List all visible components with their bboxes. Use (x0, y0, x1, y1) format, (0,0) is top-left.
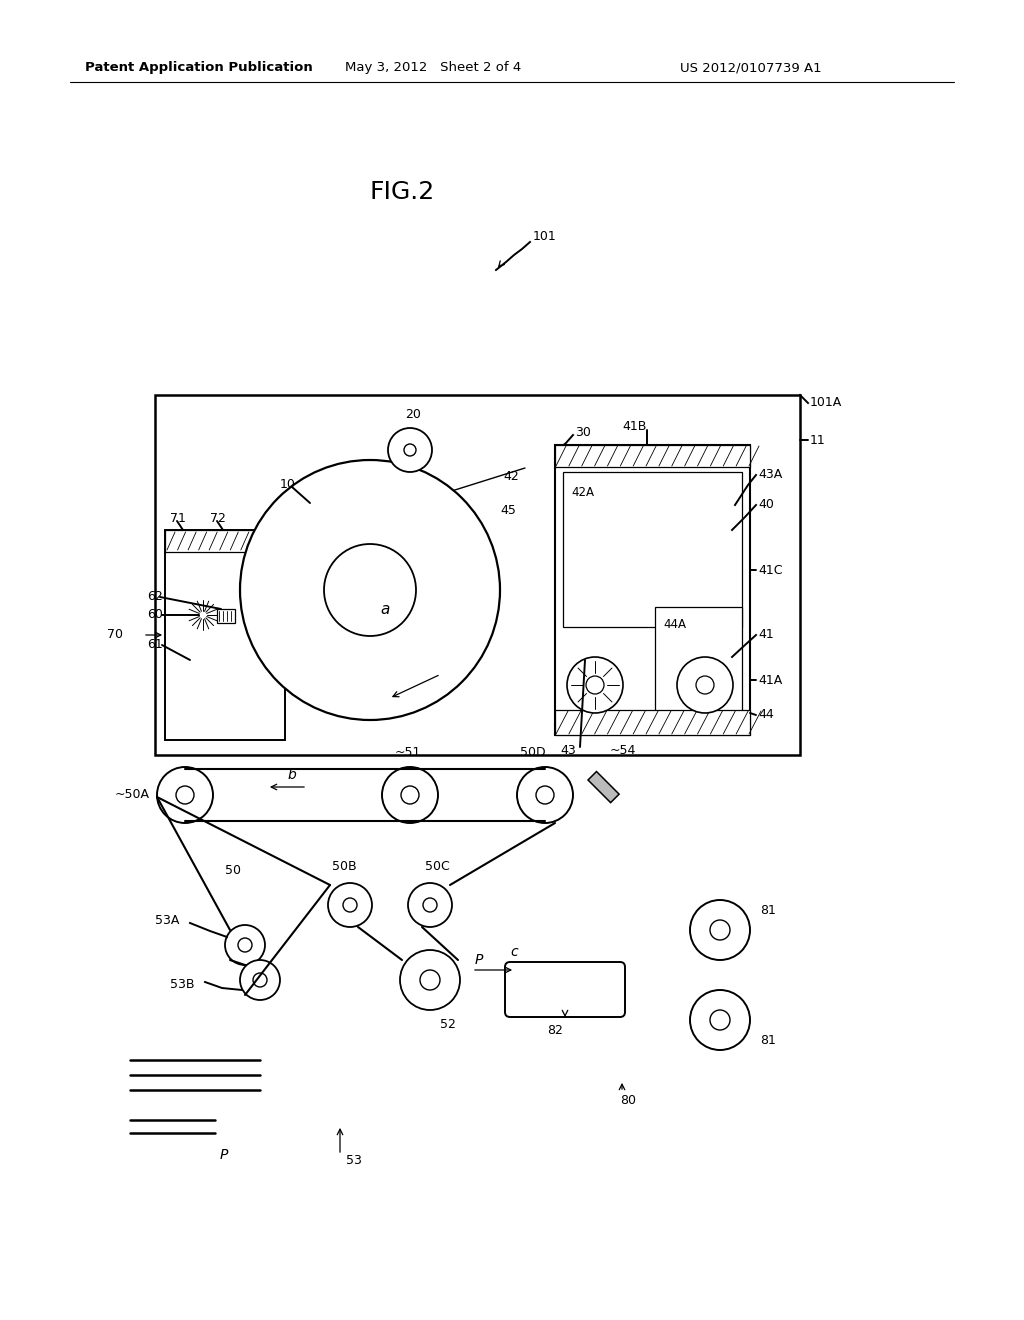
Circle shape (696, 676, 714, 694)
Circle shape (238, 939, 252, 952)
Text: a: a (380, 602, 389, 618)
Text: ~51: ~51 (395, 747, 421, 759)
Text: 53A: 53A (155, 913, 179, 927)
Text: May 3, 2012   Sheet 2 of 4: May 3, 2012 Sheet 2 of 4 (345, 62, 521, 74)
Polygon shape (170, 640, 234, 700)
Text: 42: 42 (503, 470, 519, 483)
Circle shape (343, 898, 357, 912)
Text: 42A: 42A (571, 486, 594, 499)
Text: 43A: 43A (758, 469, 782, 482)
Circle shape (253, 973, 267, 987)
Text: 50C: 50C (425, 861, 450, 874)
Text: ~54: ~54 (610, 743, 636, 756)
Text: 43: 43 (560, 743, 575, 756)
Text: 50: 50 (225, 863, 241, 876)
FancyBboxPatch shape (505, 962, 625, 1016)
Bar (165, 531, 285, 741)
Bar (563, 473, 742, 627)
Text: 81: 81 (760, 903, 776, 916)
Text: 30: 30 (575, 425, 591, 438)
Circle shape (408, 883, 452, 927)
Text: 10: 10 (280, 479, 296, 491)
Circle shape (677, 657, 733, 713)
Text: 101A: 101A (810, 396, 843, 409)
Bar (655, 607, 742, 727)
Text: 52: 52 (440, 1019, 456, 1031)
Circle shape (176, 785, 194, 804)
Text: P: P (475, 953, 483, 968)
Text: c: c (510, 945, 517, 960)
Text: 81: 81 (760, 1034, 776, 1047)
Text: 80: 80 (620, 1093, 636, 1106)
Text: 45: 45 (500, 503, 516, 516)
Circle shape (404, 444, 416, 455)
Text: 41B: 41B (622, 421, 646, 433)
Text: 11: 11 (810, 433, 825, 446)
Circle shape (517, 767, 573, 822)
Bar (555, 710, 750, 735)
Circle shape (240, 960, 280, 1001)
Bar (555, 445, 750, 735)
Circle shape (382, 767, 438, 822)
Text: 53: 53 (346, 1154, 361, 1167)
Circle shape (225, 925, 265, 965)
Text: b: b (287, 768, 296, 781)
Circle shape (423, 898, 437, 912)
Text: 41: 41 (758, 628, 774, 642)
Bar (155, 395, 800, 755)
Circle shape (388, 428, 432, 473)
Bar (165, 531, 285, 552)
Text: 20: 20 (406, 408, 421, 421)
Text: FIG.2: FIG.2 (370, 180, 435, 205)
Text: 60: 60 (147, 609, 163, 622)
Circle shape (400, 950, 460, 1010)
Text: P: P (220, 1148, 228, 1162)
Text: 72: 72 (210, 511, 226, 524)
Circle shape (157, 767, 213, 822)
Circle shape (690, 990, 750, 1049)
Circle shape (536, 785, 554, 804)
Text: US 2012/0107739 A1: US 2012/0107739 A1 (680, 62, 821, 74)
Text: 41C: 41C (758, 564, 782, 577)
Text: 44: 44 (758, 709, 774, 722)
Bar (217, 609, 234, 623)
Text: 44A: 44A (663, 619, 686, 631)
Circle shape (710, 920, 730, 940)
Circle shape (586, 676, 604, 694)
Circle shape (568, 484, 698, 615)
Text: 53B: 53B (170, 978, 195, 991)
Circle shape (567, 657, 623, 713)
Text: ~50A: ~50A (115, 788, 150, 801)
Text: 61: 61 (147, 639, 163, 652)
Text: Patent Application Publication: Patent Application Publication (85, 62, 312, 74)
Circle shape (401, 785, 419, 804)
Circle shape (420, 970, 440, 990)
Text: 41A: 41A (758, 673, 782, 686)
Circle shape (240, 459, 500, 719)
Polygon shape (530, 449, 578, 492)
Text: 50D: 50D (520, 747, 546, 759)
Circle shape (690, 900, 750, 960)
Polygon shape (588, 771, 620, 803)
Text: 82: 82 (547, 1023, 563, 1036)
Text: 40: 40 (758, 499, 774, 511)
Circle shape (710, 1010, 730, 1030)
Circle shape (611, 528, 655, 572)
Text: 70: 70 (106, 628, 123, 642)
Bar (555, 445, 750, 467)
Text: 101: 101 (534, 231, 557, 243)
Text: 62: 62 (147, 590, 163, 603)
Circle shape (328, 883, 372, 927)
Circle shape (324, 544, 416, 636)
Text: 71: 71 (170, 511, 186, 524)
Text: 50B: 50B (332, 861, 356, 874)
